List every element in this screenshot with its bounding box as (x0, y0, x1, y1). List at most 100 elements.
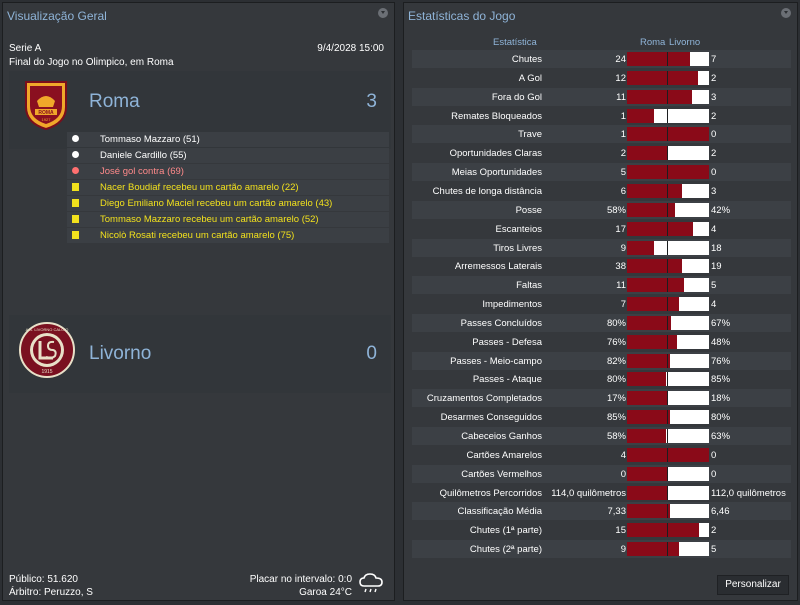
stat-bar-midline (667, 353, 668, 368)
stat-home-fill (627, 221, 694, 236)
stat-home-fill (627, 259, 682, 274)
stat-label: Cruzamentos Completados (426, 393, 542, 405)
stat-away-value: 2 (711, 148, 717, 160)
stat-row: Chutes (1ª parte) 15 2 (412, 521, 791, 539)
stat-label: Quilômetros Percorridos (439, 487, 542, 499)
stat-comparison-bar (627, 52, 709, 66)
stat-home-value: 17 (615, 223, 626, 235)
stat-comparison-bar (627, 542, 709, 557)
stat-comparison-bar (627, 353, 709, 368)
stat-comparison-bar (627, 108, 709, 123)
svg-text:ROMA: ROMA (38, 110, 54, 116)
stat-comparison-bar (627, 466, 709, 481)
stat-bar-midline (667, 127, 668, 142)
stat-row: Chutes de longa distância 6 3 (412, 182, 791, 200)
stat-row: Posse 58% 42% (412, 200, 791, 219)
stat-home-value: 7,33 (607, 506, 627, 518)
stat-row: Tiros Livres 9 18 (412, 238, 791, 257)
stat-comparison-bar (627, 259, 709, 274)
stat-row: Passes Concluídos 80% 67% (412, 313, 791, 332)
stat-label: Passes - Meio-campo (450, 355, 542, 367)
stat-comparison-bar (627, 391, 709, 406)
collapse-stats-icon[interactable] (781, 8, 791, 18)
goal-ball-icon (72, 135, 79, 142)
customize-button[interactable]: Personalizar (717, 575, 789, 595)
stat-away-value: 3 (711, 91, 717, 103)
stat-bar-midline (667, 70, 668, 85)
stat-home-fill (627, 297, 680, 312)
stat-label: Passes Concluídos (460, 317, 542, 329)
stat-label: Fora do Gol (491, 91, 542, 103)
match-event-text: Tommaso Mazzaro (51) (100, 134, 200, 145)
stat-bar-midline (667, 485, 668, 500)
stat-bar-midline (667, 315, 668, 330)
stat-row: Chutes (2ª parte) 9 5 (412, 540, 791, 559)
stat-comparison-bar (627, 278, 709, 293)
stat-away-value: 4 (711, 223, 717, 235)
stat-home-value: 76% (606, 336, 626, 348)
away-team-name[interactable]: Livorno (89, 343, 152, 364)
stat-comparison-bar (627, 410, 709, 425)
stat-label: Desarmes Conseguidos (440, 412, 542, 424)
stat-comparison-bar (627, 240, 709, 255)
stat-away-value: 18 (711, 242, 722, 254)
stat-label: Posse (515, 204, 542, 216)
stat-away-value: 112,0 quilômetros (711, 487, 786, 499)
stat-row: Fora do Gol 11 3 (412, 87, 791, 106)
match-event-text: José gol contra (69) (100, 166, 184, 177)
stat-bar-midline (667, 372, 668, 387)
stat-home-value: 58% (606, 204, 626, 216)
stat-column-header: Estatística (493, 37, 537, 48)
stat-home-fill (627, 447, 709, 462)
stat-row: Escanteios 17 4 (412, 220, 791, 238)
collapse-overview-icon[interactable] (378, 8, 388, 18)
stat-row: Cabeceios Ganhos 58% 63% (412, 427, 791, 445)
stat-home-value: 9 (620, 242, 626, 254)
stat-home-value: 80% (606, 374, 626, 386)
stat-home-fill (627, 391, 668, 406)
match-event-text: Nacer Boudiaf recebeu um cartão amarelo … (100, 182, 299, 193)
stat-row: Impedimentos 7 4 (412, 295, 791, 313)
stat-bar-midline (667, 165, 668, 180)
home-column-header: Roma (640, 37, 666, 48)
stat-row: A Gol 12 2 (412, 69, 791, 87)
stat-home-value: 2 (620, 148, 626, 160)
match-event-text: Daniele Cardillo (55) (100, 150, 187, 161)
overview-title: Visualização Geral (7, 9, 107, 23)
referee-label: Árbitro: Peruzzo, S (9, 587, 93, 598)
stat-home-fill (627, 523, 700, 538)
stat-home-fill (627, 410, 670, 425)
stat-comparison-bar (627, 221, 709, 236)
home-team-name[interactable]: Roma (89, 91, 140, 112)
stat-home-fill (627, 429, 667, 443)
stat-bar-midline (667, 240, 668, 255)
stat-away-value: 76% (711, 355, 731, 367)
livorno-crest-icon: 1915 A.S. LIVORNO CALCIO (19, 322, 75, 378)
away-team-row: 1915 A.S. LIVORNO CALCIO Livorno 0 (9, 315, 391, 393)
stat-row: Quilômetros Percorridos 114,0 quilômetros… (412, 484, 791, 502)
stat-row: Desarmes Conseguidos 85% 80% (412, 408, 791, 426)
halftime-score: Placar no intervalo: 0:0 (249, 574, 352, 585)
stat-comparison-bar (627, 183, 709, 198)
stat-bar-midline (667, 447, 668, 462)
stat-home-value: 11 (616, 280, 626, 292)
stat-away-value: 42% (711, 204, 731, 216)
stat-comparison-bar (627, 504, 709, 519)
stat-home-fill (627, 504, 671, 519)
stat-comparison-bar (627, 447, 709, 462)
own-goal-ball-icon (72, 167, 79, 174)
away-column-header: Livorno (669, 37, 701, 48)
stat-away-value: 7 (711, 54, 717, 65)
stat-row: Arremessos Laterais 38 19 (412, 257, 791, 275)
stat-home-fill (627, 334, 678, 349)
stat-home-fill (627, 89, 692, 104)
stat-home-value: 85% (606, 412, 626, 424)
stat-label: Remates Bloqueados (451, 110, 542, 122)
yellow-card-icon (72, 199, 79, 207)
stat-home-fill (627, 146, 668, 161)
stat-home-value: 114,0 quilômetros (551, 487, 626, 499)
stat-row: Classificação Média 7,33 6,46 (412, 502, 791, 521)
stat-bar-midline (667, 202, 668, 217)
stat-row: Faltas 11 5 (412, 276, 791, 295)
stat-label: A Gol (518, 72, 542, 84)
